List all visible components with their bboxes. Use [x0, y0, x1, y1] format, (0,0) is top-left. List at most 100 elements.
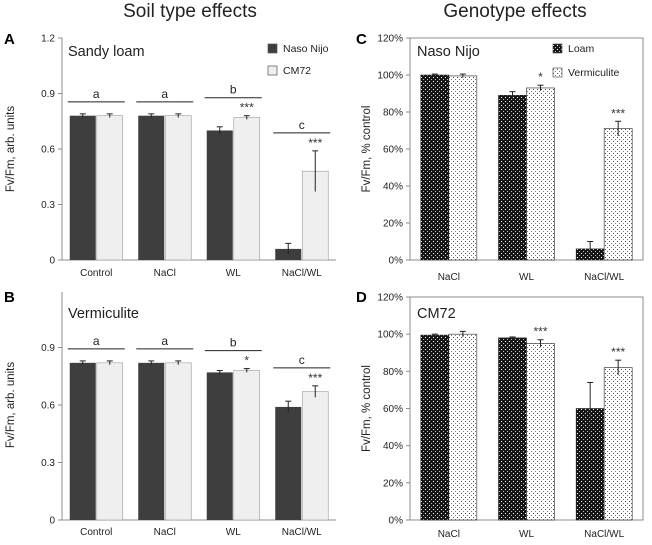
bar — [448, 333, 478, 521]
y-tick-label: 0% — [389, 516, 404, 527]
y-tick-label: 0 — [49, 256, 55, 267]
bar — [206, 130, 233, 260]
y-tick-label: 0.9 — [41, 89, 55, 100]
x-category-label: NaCl/WL — [282, 268, 322, 279]
panel-letter: D — [356, 289, 367, 306]
y-tick-label: 0.6 — [41, 401, 55, 412]
legend-label: CM72 — [283, 65, 311, 77]
legend-label: Loam — [568, 43, 595, 55]
significance-label: *** — [308, 136, 322, 150]
y-tick-label: 40% — [383, 441, 403, 452]
bar — [526, 87, 555, 261]
x-category-label: NaCl — [438, 529, 460, 540]
y-tick-label: 100% — [377, 71, 403, 82]
y-tick-label: 0.3 — [41, 200, 55, 211]
y-tick-label: 120% — [377, 34, 403, 45]
x-category-label: WL — [226, 268, 241, 279]
panel-b: B Vermiculite 0 0.3 0.6 0.9 Fv/Fm, arb. units C… — [4, 289, 336, 538]
significance-label: *** — [533, 325, 547, 339]
x-category-label: NaCl/WL — [584, 272, 624, 283]
x-category-label: NaCl/WL — [584, 529, 624, 540]
significance-label: *** — [611, 106, 625, 120]
panel-letter: C — [356, 31, 367, 48]
bar — [603, 367, 633, 521]
panel-letter: B — [4, 289, 15, 306]
bar — [526, 343, 555, 521]
y-tick-label: 20% — [383, 478, 403, 489]
y-tick-label: 0.9 — [41, 343, 55, 354]
x-category-label: NaCl — [154, 527, 176, 538]
panel-title: CM72 — [417, 306, 456, 322]
bar — [420, 74, 450, 261]
bar — [138, 362, 165, 520]
legend-swatch — [552, 43, 563, 54]
significance-label: *** — [308, 371, 322, 385]
group-letter: b — [230, 83, 237, 97]
y-tick-label: 60% — [383, 145, 403, 156]
x-category-label: NaCl — [438, 272, 460, 283]
significance-label: * — [538, 70, 543, 84]
bar — [233, 370, 261, 521]
group-letter: b — [230, 336, 237, 350]
bar — [420, 334, 450, 521]
x-category-label: Control — [80, 527, 112, 538]
bar — [69, 362, 96, 520]
y-axis-label: Fv/Fm, % control — [361, 106, 373, 193]
group-letter: c — [299, 353, 305, 367]
panel-c: C Naso Nijo 0% 20% 40% 60% 80% 100% 120% Fv/Fm, %… — [356, 31, 644, 283]
group-letter: a — [161, 334, 168, 348]
bar — [498, 337, 527, 521]
y-tick-label: 0.3 — [41, 458, 55, 469]
x-category-label: WL — [226, 527, 241, 538]
panel-d: D CM72 0% 20% 40% 60% 80% 100% 120% Fv/Fm, % cont… — [356, 289, 644, 540]
significance-label: * — [244, 354, 249, 368]
y-tick-label: 0 — [49, 516, 55, 527]
bar — [164, 362, 192, 521]
bar — [206, 372, 233, 520]
y-tick-label: 20% — [383, 219, 403, 230]
right-section-title: Genotype effects — [443, 1, 586, 22]
legend-label: Naso Nijo — [283, 43, 329, 55]
legend-swatch — [552, 67, 563, 78]
legend-swatch — [267, 43, 278, 54]
group-letter: a — [161, 87, 168, 101]
bar — [233, 117, 261, 261]
bar — [96, 362, 124, 521]
x-category-label: Control — [80, 268, 112, 279]
y-tick-label: 60% — [383, 404, 403, 415]
y-axis-label: Fv/Fm, arb. units — [5, 362, 17, 449]
panel-a: A Sandy loam 0 0.3 0.6 0.9 1.2 Fv/Fm, arb. unit… — [4, 31, 336, 279]
group-letter: a — [93, 87, 100, 101]
panel-title: Vermiculite — [68, 306, 139, 322]
x-category-label: NaCl — [154, 268, 176, 279]
y-tick-label: 120% — [377, 293, 403, 304]
y-tick-label: 80% — [383, 367, 403, 378]
bar — [603, 128, 633, 261]
left-section-title: Soil type effects — [123, 1, 257, 22]
y-tick-label: 80% — [383, 108, 403, 119]
group-letter: a — [93, 334, 100, 348]
bar — [138, 115, 165, 260]
panel-title: Naso Nijo — [417, 44, 480, 60]
y-tick-label: 0% — [389, 256, 404, 267]
legend-swatch — [267, 65, 278, 76]
panel-letter: A — [4, 31, 15, 48]
x-category-label: WL — [519, 272, 534, 283]
y-tick-label: 0.6 — [41, 145, 55, 156]
bar — [164, 115, 192, 261]
panel-title: Sandy loam — [68, 44, 145, 60]
bar — [69, 115, 96, 260]
y-tick-label: 100% — [377, 330, 403, 341]
y-axis-label: Fv/Fm, arb. units — [5, 106, 17, 193]
y-axis-label: Fv/Fm, % control — [361, 365, 373, 452]
bar — [301, 391, 329, 521]
x-category-label: WL — [519, 529, 534, 540]
bar — [96, 115, 124, 261]
significance-label: *** — [240, 101, 254, 115]
bar — [448, 75, 478, 261]
panels-group: A Sandy loam 0 0.3 0.6 0.9 1.2 Fv/Fm, arb. unit… — [4, 31, 644, 540]
significance-label: *** — [611, 345, 625, 359]
bar — [498, 95, 527, 261]
legend-label: Vermiculite — [568, 67, 620, 79]
